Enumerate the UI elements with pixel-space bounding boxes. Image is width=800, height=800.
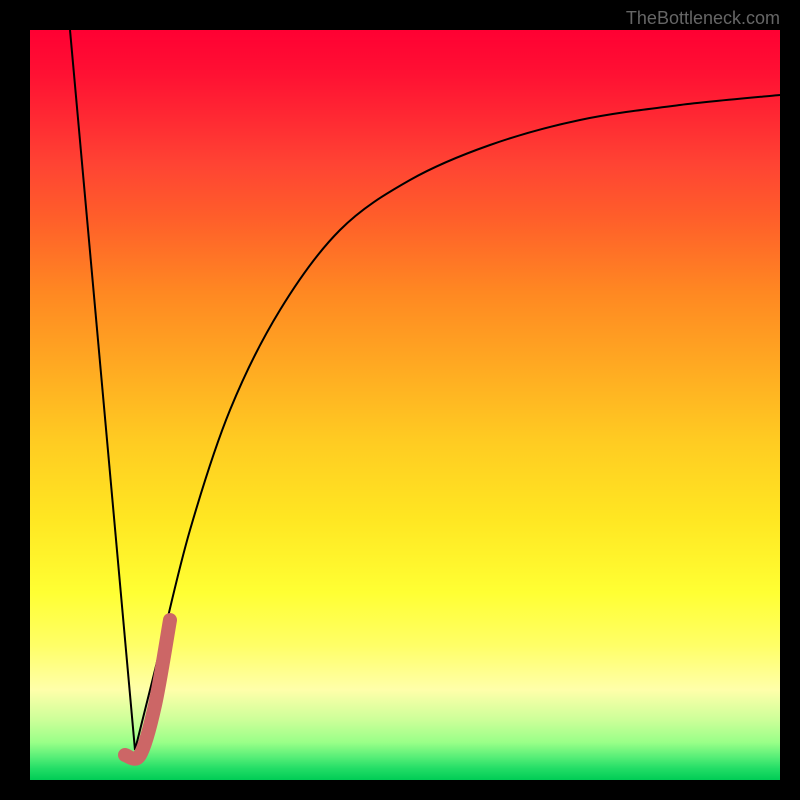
bottleneck-chart <box>30 30 780 780</box>
chart-background <box>30 30 780 780</box>
chart-container <box>30 30 780 780</box>
watermark-text: TheBottleneck.com <box>626 8 780 29</box>
